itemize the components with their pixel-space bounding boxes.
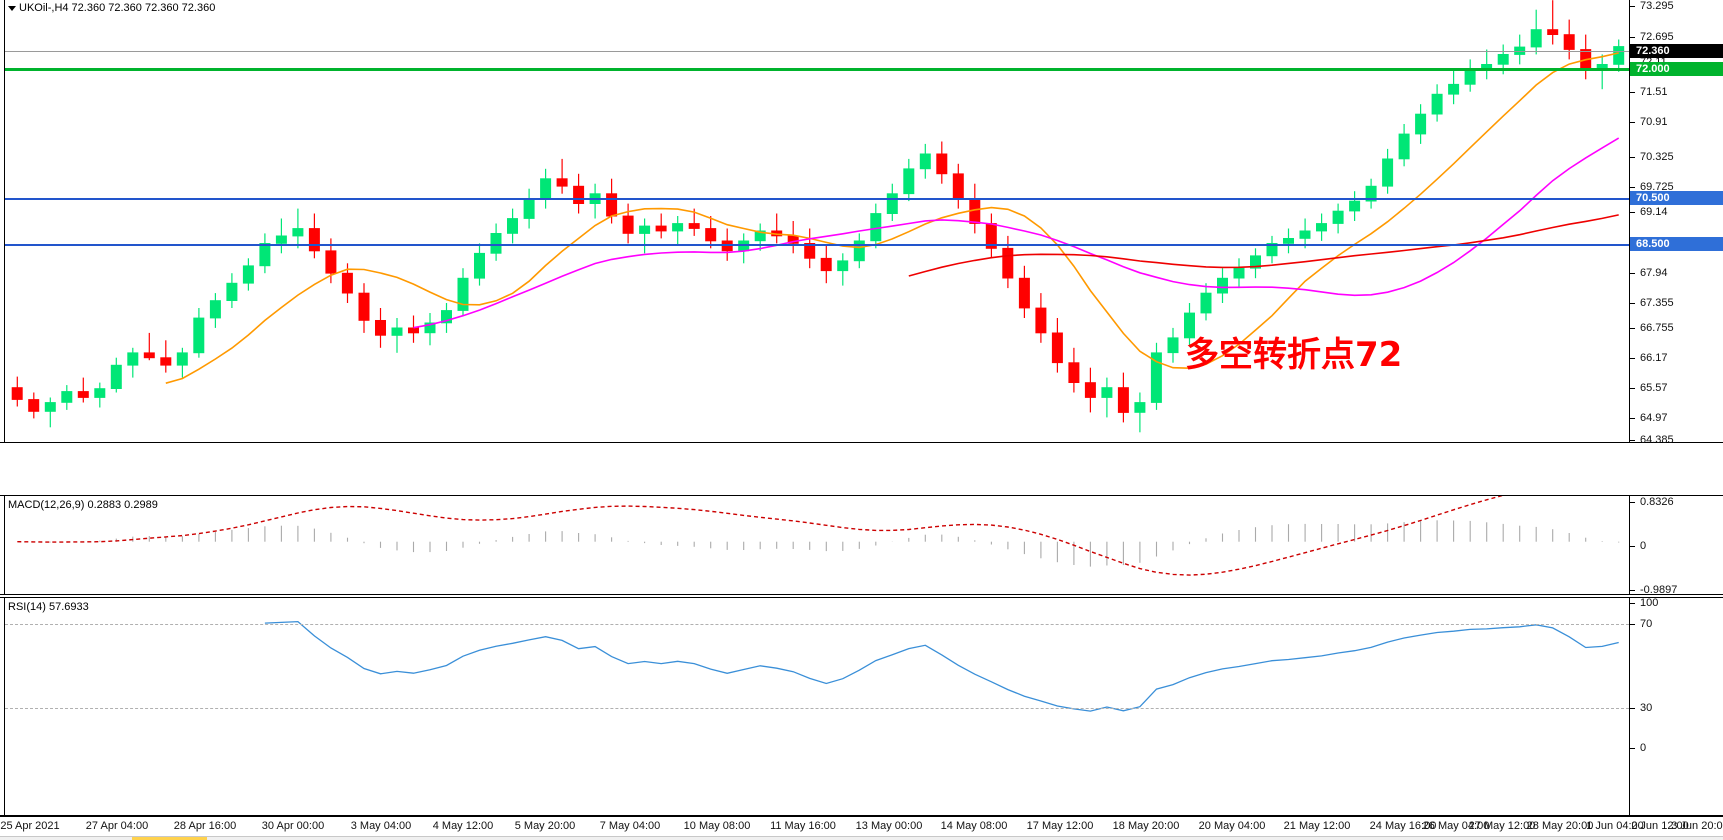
time-tick-label: 30 Apr 00:00: [261, 820, 325, 832]
time-tick-label: 3 May 04:00: [350, 820, 412, 832]
price-scale-divider: [1629, 0, 1630, 442]
macd-panel[interactable]: MACD(12,26,9) 0.2883 0.2989 0.8326 0 -0.…: [0, 495, 1723, 596]
price-tick: 69.14: [1630, 206, 1723, 218]
rsi-left-border: [4, 598, 5, 815]
level-badge-68500: 68.500: [1630, 237, 1723, 251]
price-tick: 70.91: [1630, 116, 1723, 128]
price-tick: 71.51: [1630, 86, 1723, 98]
price-tick: 69.725: [1630, 181, 1723, 193]
rsi-panel[interactable]: RSI(14) 57.6933 100 70 30 0: [0, 597, 1723, 816]
price-tick: 66.755: [1630, 322, 1723, 334]
level-line-68500[interactable]: [5, 244, 1629, 246]
macd-tick: 0.8326: [1630, 496, 1723, 508]
level-badge-72000: 72.000: [1630, 62, 1723, 76]
price-tick: 65.57: [1630, 382, 1723, 394]
rsi-overbought-line: [5, 624, 1629, 625]
time-tick-label: 27 Apr 04:00: [85, 820, 149, 832]
time-tick-label: 14 May 08:00: [940, 820, 1008, 832]
time-tick-label: 20 May 04:00: [1198, 820, 1266, 832]
symbol-header: UKOil-,H4 72.360 72.360 72.360 72.360: [8, 2, 215, 14]
time-tick-label: 21 May 12:00: [1283, 820, 1351, 832]
time-tick-label: 13 May 00:00: [855, 820, 923, 832]
rsi-oversold-line: [5, 708, 1629, 709]
chart-left-border: [4, 0, 5, 442]
current-price-badge: 72.360: [1630, 44, 1723, 58]
chart-annotation-text: 多空转折点72: [1185, 335, 1403, 375]
level-line-70500[interactable]: [5, 198, 1629, 200]
rsi-tick: 30: [1630, 702, 1723, 714]
price-series-svg: [11, 0, 1625, 433]
price-tick: 67.94: [1630, 267, 1723, 279]
symbol-header-text: UKOil-,H4 72.360 72.360 72.360 72.360: [19, 2, 216, 14]
price-chart-panel[interactable]: UKOil-,H4 72.360 72.360 72.360 72.360 73…: [0, 0, 1723, 446]
current-price-line: [5, 51, 1629, 52]
active-tab-marker[interactable]: [132, 837, 207, 840]
time-tick-label: 28 May 20:00: [1526, 820, 1594, 832]
price-tick: 72.695: [1630, 31, 1723, 43]
macd-left-border: [4, 496, 5, 594]
rsi-scale-divider: [1629, 598, 1630, 815]
time-tick-label: 11 May 16:00: [770, 820, 836, 832]
level-badge-70500: 70.500: [1630, 191, 1723, 205]
time-tick-label: 5 May 20:00: [514, 820, 576, 832]
time-tick-label: 25 Apr 2021: [0, 820, 60, 832]
time-tick-label: 18 May 20:00: [1112, 820, 1180, 832]
time-tick-label: 4 May 12:00: [432, 820, 494, 832]
macd-tick: -0.9897: [1630, 584, 1723, 596]
time-tick-label: 27 May 12:00: [1468, 820, 1536, 832]
price-tick: 66.17: [1630, 352, 1723, 364]
price-tick: 64.385: [1630, 434, 1723, 446]
rsi-tick: 100: [1630, 597, 1723, 609]
chevron-down-icon[interactable]: [8, 5, 16, 11]
time-tick-label: 17 May 12:00: [1026, 820, 1094, 832]
time-tick-label: 10 May 08:00: [683, 820, 751, 832]
price-tick: 73.295: [1630, 0, 1723, 12]
rsi-series-svg: [264, 620, 1619, 712]
level-line-72000[interactable]: [5, 68, 1629, 71]
time-tick-label: 24 May 16:00: [1369, 820, 1437, 832]
macd-scale-divider: [1629, 496, 1630, 594]
price-tick: 70.325: [1630, 151, 1723, 163]
time-tick-label: 2 Jun 12:00: [1631, 820, 1689, 832]
bottom-status-strip: [0, 836, 1723, 840]
time-tick-label: 28 Apr 16:00: [173, 820, 237, 832]
rsi-label: RSI(14) 57.6933: [8, 601, 89, 613]
rsi-tick: 0: [1630, 742, 1723, 754]
time-tick-label: 1 Jun 04:00: [1586, 820, 1644, 832]
time-tick-label: 7 May 04:00: [599, 820, 661, 832]
macd-tick: 0: [1630, 540, 1723, 552]
price-tick: 64.97: [1630, 412, 1723, 424]
macd-label: MACD(12,26,9) 0.2883 0.2989: [8, 499, 158, 511]
macd-series-svg: [17, 496, 1620, 576]
rsi-tick: 70: [1630, 618, 1723, 630]
time-axis: 25 Apr 2021 27 Apr 04:00 28 Apr 16:00 30 Ap…: [0, 816, 1723, 836]
time-tick-label: 26 May 04:00: [1422, 820, 1490, 832]
price-tick: 67.355: [1630, 297, 1723, 309]
time-tick-label: 3 Jun 20:00: [1671, 820, 1723, 832]
